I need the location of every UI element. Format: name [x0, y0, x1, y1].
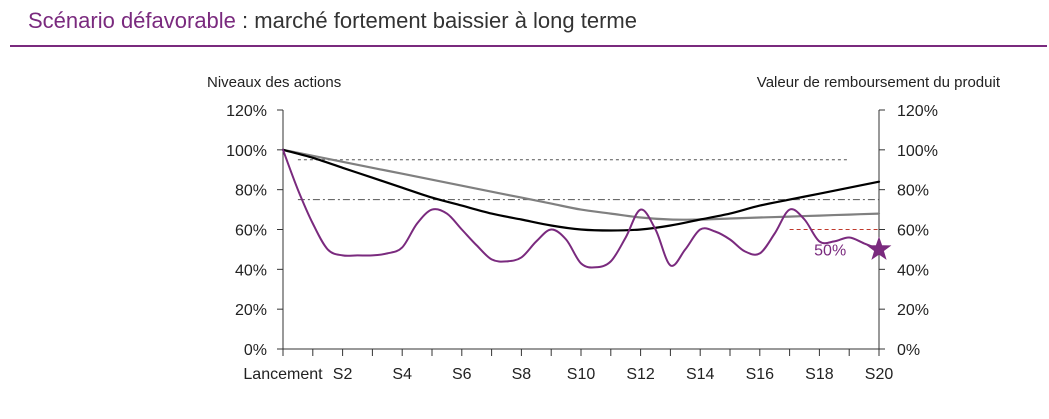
y-tick-label-right: 80%: [897, 183, 929, 200]
reference-lines: [297, 159, 879, 230]
x-tick-label: S16: [746, 366, 775, 383]
end-star-marker: [866, 236, 892, 260]
y-tick-label-left: 100%: [226, 143, 267, 160]
series-line: [281, 148, 881, 221]
y-tick-label-left: 40%: [235, 262, 267, 279]
x-tick-label: S10: [567, 366, 596, 383]
y-tick-label-left: 60%: [235, 223, 267, 240]
title-accent-part: Scénario défavorable: [28, 8, 236, 33]
y-tick-label-left: 20%: [235, 302, 267, 319]
x-tick-label: S2: [333, 366, 353, 383]
x-tick-label: S4: [392, 366, 412, 383]
x-tick-label: S12: [626, 366, 655, 383]
left-axis-title: Niveaux des actions: [207, 74, 341, 91]
axes: 0% 0% 20% 20% 40% 40% 60% 60% 80% 80% 100% 100% 120%…: [226, 103, 938, 383]
x-tick-label: S8: [512, 366, 532, 383]
chart-title: Scénario défavorable : marché fortement …: [28, 8, 637, 34]
y-tick-label-left: 80%: [235, 183, 267, 200]
y-tick-label-right: 40%: [897, 262, 929, 279]
annotation-group: 50%: [814, 236, 892, 260]
x-tick-label: S18: [805, 366, 834, 383]
x-tick-label: S14: [686, 366, 715, 383]
y-tick-label-right: 60%: [897, 223, 929, 240]
x-tick-label: Lancement: [243, 366, 323, 383]
y-tick-label-right: 120%: [897, 103, 938, 120]
title-main-part: marché fortement baissier à long terme: [254, 8, 637, 33]
series-group: [281, 148, 881, 269]
series-line: [281, 148, 881, 232]
right-axis-title: Valeur de remboursement du produit: [757, 74, 1001, 91]
y-tick-label-left: 120%: [226, 103, 267, 120]
y-tick-label-right: 20%: [897, 302, 929, 319]
title-separator: :: [235, 8, 255, 33]
final-value-label: 50%: [814, 242, 846, 259]
x-tick-label: S20: [865, 366, 894, 383]
series-line: [282, 148, 880, 269]
x-tick-label: S6: [452, 366, 472, 383]
y-tick-label-right: 0%: [897, 342, 920, 359]
y-tick-label-left: 0%: [244, 342, 267, 359]
y-tick-label-right: 100%: [897, 143, 938, 160]
title-rule: [10, 45, 1047, 47]
